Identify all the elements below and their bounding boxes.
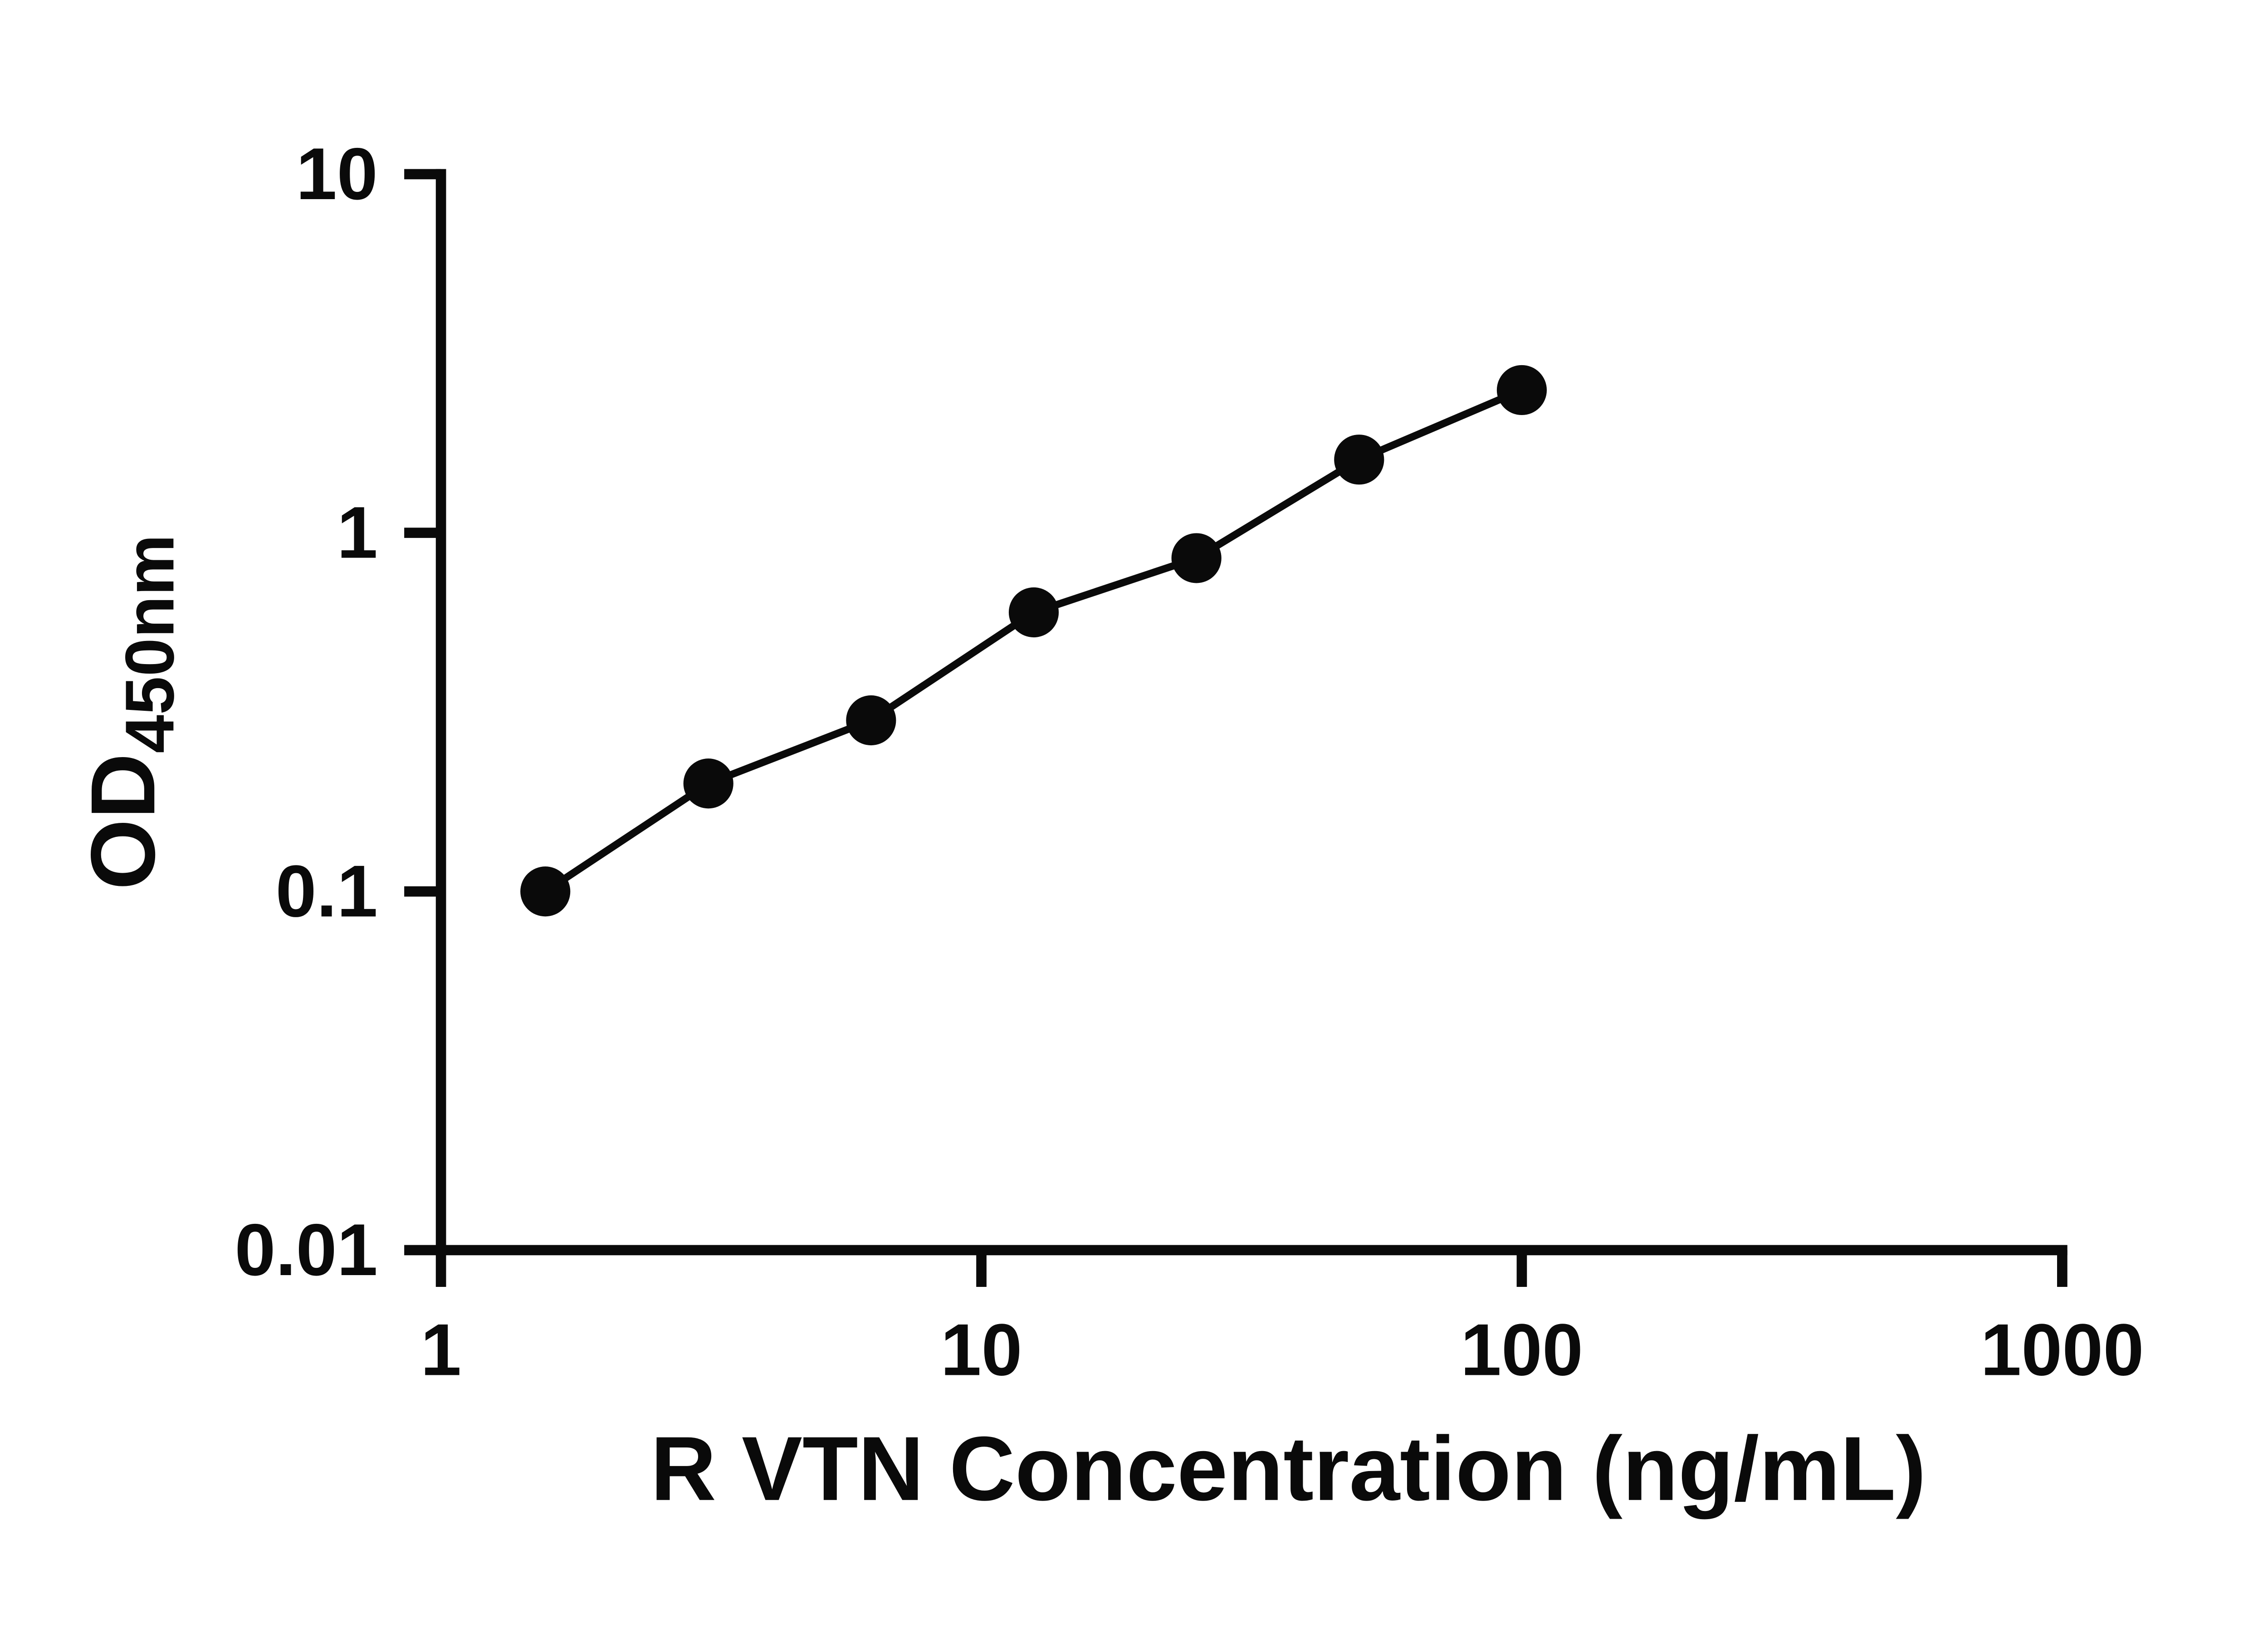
y-tick-label: 0.01 xyxy=(235,1209,377,1291)
x-tick-label: 100 xyxy=(1461,1309,1583,1391)
y-tick-label: 0.1 xyxy=(276,850,378,932)
x-tick-label: 1000 xyxy=(1980,1309,2144,1391)
data-point-marker xyxy=(520,866,571,917)
x-axis-title: R VTN Concentration (ng/mL) xyxy=(650,1418,1926,1520)
y-tick-label: 1 xyxy=(337,492,378,574)
data-point-marker xyxy=(683,758,733,809)
data-point-marker xyxy=(846,695,896,746)
y-tick-label: 10 xyxy=(296,133,378,215)
x-tick-label: 10 xyxy=(940,1309,1022,1391)
data-point-marker xyxy=(1496,365,1547,416)
y-axis-title: OD450nm xyxy=(72,534,188,890)
x-tick-label: 1 xyxy=(420,1309,461,1391)
y-axis-title-base: OD xyxy=(72,753,174,890)
y-axis-title-subscript: 450nm xyxy=(111,534,188,753)
data-point-marker xyxy=(1008,587,1059,638)
data-point-marker xyxy=(1334,435,1384,485)
data-point-marker xyxy=(1171,533,1222,583)
